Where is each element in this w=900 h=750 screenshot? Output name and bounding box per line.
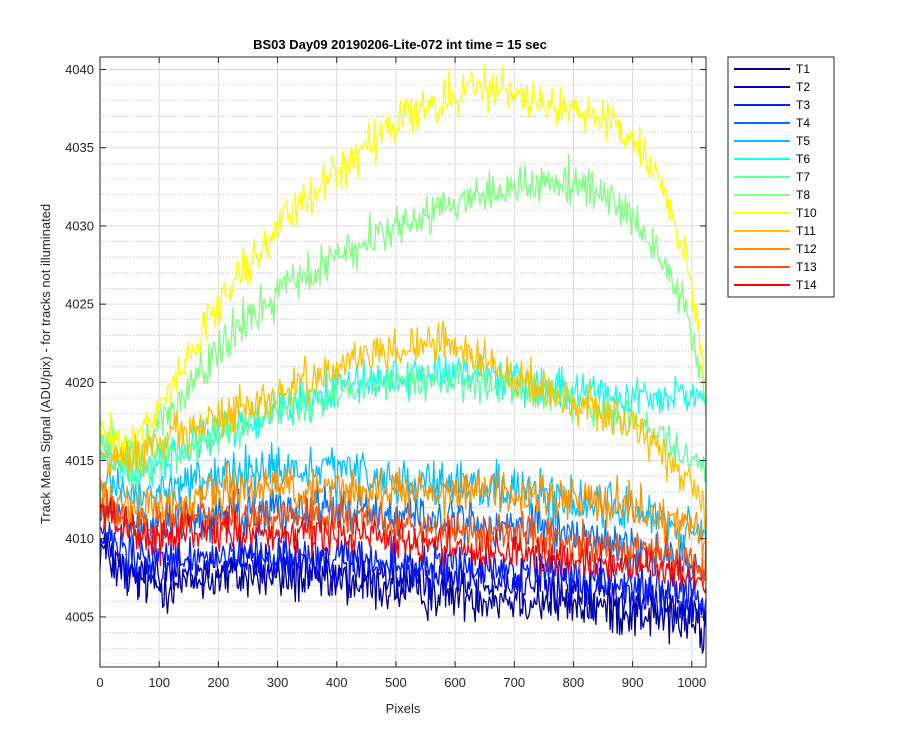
legend-item-t6: T6 [734, 152, 810, 166]
y-tick-label: 4005 [65, 609, 94, 624]
x-tick-label: 800 [563, 675, 585, 690]
legend-item-t4: T4 [734, 116, 810, 130]
legend-label: T11 [796, 224, 816, 238]
series-line-t3 [99, 514, 707, 616]
legend-item-t3: T3 [734, 98, 810, 112]
legend-label: T14 [796, 278, 817, 292]
legend-label: T6 [796, 152, 810, 166]
y-tick-label: 4010 [65, 531, 94, 546]
legend-item-t1: T1 [734, 62, 810, 76]
plot-frame [99, 56, 707, 668]
x-tick-label: 1000 [677, 675, 706, 690]
legend-label: T4 [796, 116, 810, 130]
legend-label: T7 [796, 170, 810, 184]
legend-item-t5: T5 [734, 134, 810, 148]
x-tick-label: 600 [444, 675, 466, 690]
y-tick-label: 4040 [65, 62, 94, 77]
series-line-t12 [99, 461, 707, 560]
legend-label: T10 [796, 206, 817, 220]
legend-item-t10: T10 [734, 206, 817, 220]
x-tick-label: 200 [208, 675, 230, 690]
x-tick-label: 500 [385, 675, 407, 690]
x-tick-label: 700 [503, 675, 525, 690]
legend-label: T5 [796, 134, 810, 148]
x-axis: 0 100 200 300 400 500 600 700 800 900 1000 [96, 57, 706, 690]
legend-label: T8 [796, 188, 810, 202]
x-axis-label: Pixels [386, 701, 421, 716]
y-tick-label: 4035 [65, 140, 94, 155]
x-tick-label: 0 [96, 675, 103, 690]
series-line-t8 [99, 153, 707, 472]
legend-label: T12 [796, 242, 817, 256]
x-tick-label: 300 [267, 675, 289, 690]
chart-title: BS03 Day09 20190206-Lite-072 int time = … [253, 37, 547, 52]
series-line-t14 [99, 497, 707, 594]
legend-label: T13 [796, 260, 817, 274]
series-line-t10 [99, 64, 707, 463]
legend-item-t13: T13 [734, 260, 817, 274]
legend-item-t8: T8 [734, 188, 810, 202]
y-tick-label: 4030 [65, 218, 94, 233]
y-tick-label: 4020 [65, 375, 94, 390]
y-axis-label: Track Mean Signal (ADU/pix) - for tracks… [38, 204, 53, 524]
series-line-t7 [99, 360, 707, 493]
legend-label: T1 [796, 62, 810, 76]
x-tick-label: 400 [326, 675, 348, 690]
legend-item-t14: T14 [734, 278, 817, 292]
series-line-t4 [99, 480, 707, 581]
legend-label: T3 [796, 98, 810, 112]
x-tick-label: 100 [148, 675, 170, 690]
legend-item-t11: T11 [734, 224, 816, 238]
legend-item-t7: T7 [734, 170, 810, 184]
y-tick-label: 4025 [65, 297, 94, 312]
series-line-t11 [99, 320, 707, 530]
legend: T1 T2 T3 T4 T5 T6 T7 T8 T10 T11 T12 T13 T14 [727, 56, 835, 298]
y-axis: 4005 4010 4015 4020 4025 4030 4035 4040 [65, 62, 706, 624]
y-tick-label: 4015 [65, 453, 94, 468]
legend-label: T2 [796, 80, 810, 94]
x-tick-label: 900 [622, 675, 644, 690]
legend-item-t12: T12 [734, 242, 817, 256]
series-lines [99, 64, 707, 654]
legend-item-t2: T2 [734, 80, 810, 94]
